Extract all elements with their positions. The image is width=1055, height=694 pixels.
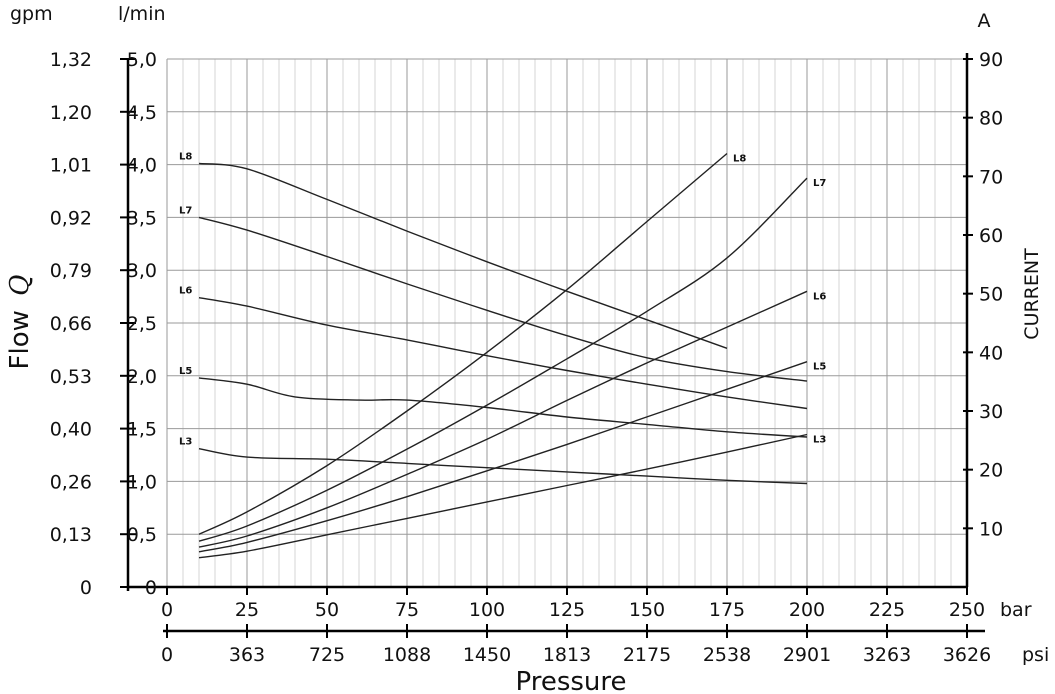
curves [198, 152, 808, 559]
flow-curve-l7 [198, 216, 808, 382]
ampere-tick-label: 30 [979, 401, 1003, 423]
bar-unit-label: bar [1000, 599, 1032, 621]
flow-curve-label: L5 [179, 366, 192, 377]
lmin-tick-label: 3,5 [127, 207, 157, 229]
current-curve-label: L8 [733, 153, 746, 164]
y-axis-symbol: Q [5, 275, 35, 296]
flow-curve-l6 [198, 297, 808, 410]
bar-tick-label: 150 [629, 599, 665, 621]
flow-curve-label: L7 [179, 205, 192, 216]
current-curve-l6 [198, 290, 808, 548]
grid [166, 58, 968, 588]
gpm-tick-label: 1,01 [50, 155, 92, 177]
lmin-tick-label: 0 [145, 577, 157, 599]
current-curve-l5 [198, 361, 808, 553]
gpm-tick-label: 0,66 [50, 313, 92, 335]
flow-curve-label: L3 [179, 437, 192, 448]
psi-tick-label: 2901 [783, 644, 831, 666]
flow-curve-l5 [198, 377, 808, 438]
bar-tick-label: 25 [235, 599, 259, 621]
gpm-tick-label: 0,13 [50, 524, 92, 546]
lmin-tick-label: 0,5 [127, 524, 157, 546]
current-curve-l7 [198, 177, 808, 542]
ampere-tick-label: 20 [979, 460, 1003, 482]
psi-tick-label: 3626 [943, 644, 991, 666]
ampere-unit-label: A [978, 10, 991, 32]
psi-unit-label: psi [1022, 644, 1049, 666]
psi-tick-label: 1088 [383, 644, 431, 666]
bar-tick-label: 100 [469, 599, 505, 621]
bar-tick-label: 0 [161, 599, 173, 621]
psi-tick-label: 0 [161, 644, 173, 666]
bar-tick-label: 200 [789, 599, 825, 621]
ampere-tick-label: 70 [979, 166, 1003, 188]
ampere-tick-label: 10 [979, 518, 1003, 540]
svg-text:Flow Q: Flow Q [5, 275, 35, 370]
lmin-tick-label: 2,5 [127, 313, 157, 335]
labels: 000,50,131,00,261,50,402,00,532,50,663,0… [50, 49, 1004, 666]
current-curve-label: L6 [813, 291, 826, 302]
lmin-tick-label: 5,0 [127, 49, 157, 71]
psi-tick-label: 3263 [863, 644, 911, 666]
current-curve-label: L7 [813, 178, 826, 189]
gpm-tick-label: 0,40 [50, 419, 92, 441]
psi-tick-label: 2538 [703, 644, 751, 666]
ampere-tick-label: 80 [979, 108, 1003, 130]
current-curve-l8 [198, 152, 728, 535]
gpm-unit-label: gpm [10, 3, 53, 25]
flow-curve-label: L8 [179, 152, 192, 163]
psi-tick-label: 2175 [623, 644, 671, 666]
lmin-tick-label: 4,0 [127, 155, 157, 177]
y-axis-title: Flow [5, 310, 35, 369]
flow-curve-l8 [198, 162, 728, 349]
current-curve-label: L5 [813, 362, 826, 373]
psi-tick-label: 1813 [543, 644, 591, 666]
gpm-tick-label: 0,92 [50, 207, 92, 229]
psi-tick-label: 1450 [463, 644, 511, 666]
flow-curve-l3 [198, 448, 808, 485]
ampere-tick-label: 90 [979, 49, 1003, 71]
right-axis-title-group: CURRENT [1021, 248, 1043, 340]
bar-tick-label: 250 [949, 599, 985, 621]
gpm-tick-label: 0,26 [50, 471, 92, 493]
ampere-tick-label: 40 [979, 342, 1003, 364]
bar-tick-label: 175 [709, 599, 745, 621]
flow-curve-label: L6 [179, 286, 192, 297]
lmin-tick-label: 1,5 [127, 419, 157, 441]
gpm-tick-label: 0,79 [50, 260, 92, 282]
lmin-tick-label: 1,0 [127, 471, 157, 493]
lmin-unit-label: l/min [118, 3, 166, 25]
bar-tick-label: 125 [549, 599, 585, 621]
gpm-tick-label: 1,32 [50, 49, 92, 71]
current-curve-l3 [198, 433, 808, 559]
axes [120, 53, 985, 638]
bar-tick-label: 75 [395, 599, 419, 621]
ampere-tick-label: 50 [979, 284, 1003, 306]
bar-tick-label: 225 [869, 599, 905, 621]
gpm-tick-label: 0 [80, 577, 92, 599]
current-curve-label: L3 [813, 434, 826, 445]
lmin-tick-label: 4,5 [127, 102, 157, 124]
psi-tick-label: 363 [229, 644, 265, 666]
bar-tick-label: 50 [315, 599, 339, 621]
lmin-tick-label: 3,0 [127, 260, 157, 282]
y-axis-title-group: Flow Q [5, 275, 35, 370]
ampere-tick-label: 60 [979, 225, 1003, 247]
psi-tick-label: 725 [309, 644, 345, 666]
gpm-tick-label: 0,53 [50, 366, 92, 388]
x-axis-title: Pressure [515, 667, 626, 694]
lmin-tick-label: 2,0 [127, 366, 157, 388]
gpm-tick-label: 1,20 [50, 102, 92, 124]
right-axis-title: CURRENT [1021, 248, 1043, 340]
